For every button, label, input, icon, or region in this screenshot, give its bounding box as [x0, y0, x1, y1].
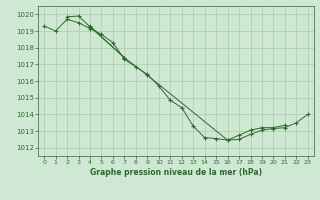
X-axis label: Graphe pression niveau de la mer (hPa): Graphe pression niveau de la mer (hPa) — [90, 168, 262, 177]
